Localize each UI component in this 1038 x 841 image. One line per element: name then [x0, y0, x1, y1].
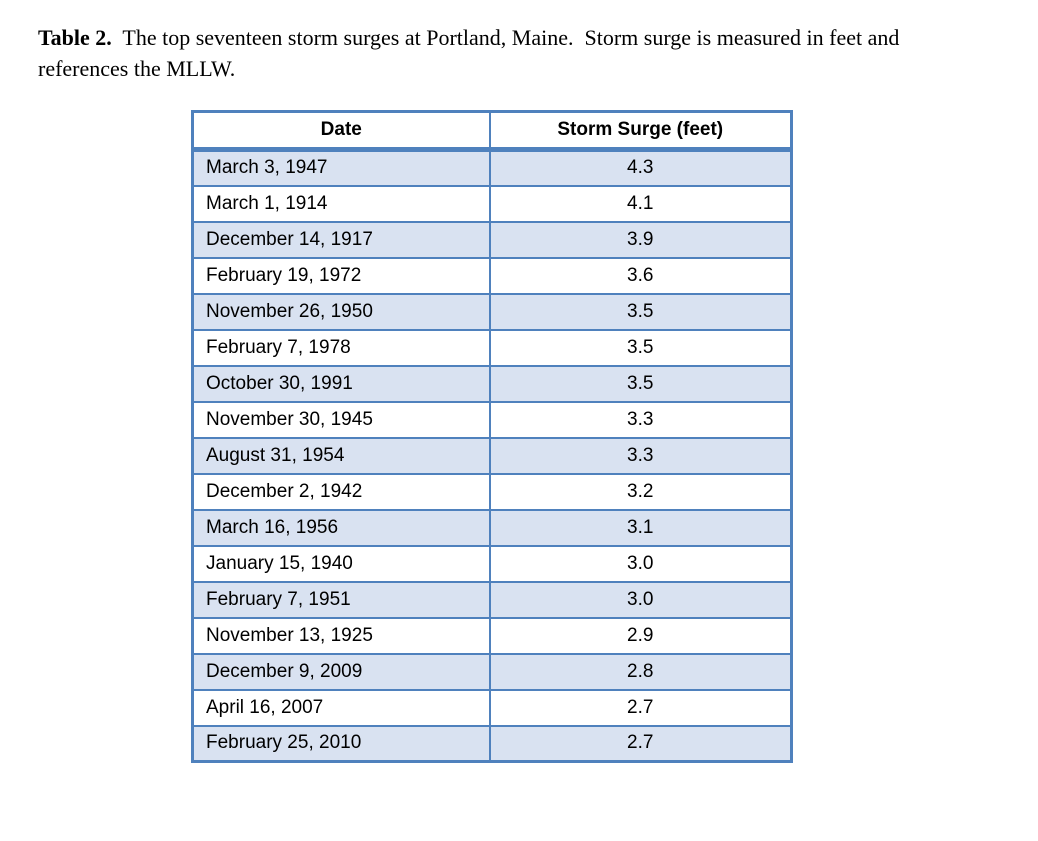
surge-cell: 4.3 — [488, 148, 793, 187]
table-row: August 31, 1954 3.3 — [191, 436, 793, 475]
surge-cell: 2.9 — [488, 616, 793, 655]
date-cell: August 31, 1954 — [191, 436, 491, 475]
table-row: February 25, 2010 2.7 — [191, 724, 793, 763]
surge-cell: 2.8 — [488, 652, 793, 691]
date-cell: March 3, 1947 — [191, 148, 491, 187]
table-row: March 16, 1956 3.1 — [191, 508, 793, 547]
table-caption-text: The top seventeen storm surges at Portla… — [38, 25, 905, 82]
date-cell: December 9, 2009 — [191, 652, 491, 691]
date-cell: January 15, 1940 — [191, 544, 491, 583]
surge-cell: 4.1 — [488, 184, 793, 223]
storm-surge-table: Date Storm Surge (feet) March 3, 1947 4.3… — [191, 110, 793, 763]
table-row: November 26, 1950 3.5 — [191, 292, 793, 331]
surge-cell: 3.0 — [488, 580, 793, 619]
date-cell: December 14, 1917 — [191, 220, 491, 259]
table-row: November 13, 1925 2.9 — [191, 616, 793, 655]
table-row: February 7, 1978 3.5 — [191, 328, 793, 367]
date-cell: March 16, 1956 — [191, 508, 491, 547]
date-cell: March 1, 1914 — [191, 184, 491, 223]
table-header-row: Date Storm Surge (feet) — [191, 110, 793, 152]
surge-cell: 3.9 — [488, 220, 793, 259]
table-caption: Table 2. The top seventeen storm surges … — [38, 22, 963, 84]
table-row: October 30, 1991 3.5 — [191, 364, 793, 403]
date-cell: February 25, 2010 — [191, 724, 491, 763]
table-row: November 30, 1945 3.3 — [191, 400, 793, 439]
date-cell: November 26, 1950 — [191, 292, 491, 331]
date-cell: February 7, 1978 — [191, 328, 491, 367]
table-row: February 7, 1951 3.0 — [191, 580, 793, 619]
surge-cell: 2.7 — [488, 724, 793, 763]
table-row: March 3, 1947 4.3 — [191, 148, 793, 187]
date-cell: October 30, 1991 — [191, 364, 491, 403]
surge-cell: 3.3 — [488, 400, 793, 439]
table-row: April 16, 2007 2.7 — [191, 688, 793, 727]
table-row: December 2, 1942 3.2 — [191, 472, 793, 511]
date-cell: December 2, 1942 — [191, 472, 491, 511]
surge-cell: 3.6 — [488, 256, 793, 295]
date-cell: February 19, 1972 — [191, 256, 491, 295]
date-cell: November 30, 1945 — [191, 400, 491, 439]
surge-cell: 3.5 — [488, 328, 793, 367]
column-header-date: Date — [191, 110, 491, 152]
table-row: December 9, 2009 2.8 — [191, 652, 793, 691]
table-body: March 3, 1947 4.3 March 1, 1914 4.1 December… — [191, 148, 793, 763]
surge-cell: 3.0 — [488, 544, 793, 583]
surge-cell: 3.1 — [488, 508, 793, 547]
date-cell: February 7, 1951 — [191, 580, 491, 619]
date-cell: November 13, 1925 — [191, 616, 491, 655]
surge-cell: 3.5 — [488, 292, 793, 331]
table-row: March 1, 1914 4.1 — [191, 184, 793, 223]
table-row: December 14, 1917 3.9 — [191, 220, 793, 259]
date-cell: April 16, 2007 — [191, 688, 491, 727]
table-caption-label: Table 2. — [38, 25, 112, 50]
column-header-storm-surge: Storm Surge (feet) — [488, 110, 793, 152]
surge-cell: 3.5 — [488, 364, 793, 403]
table-row: February 19, 1972 3.6 — [191, 256, 793, 295]
surge-cell: 3.3 — [488, 436, 793, 475]
surge-cell: 2.7 — [488, 688, 793, 727]
surge-cell: 3.2 — [488, 472, 793, 511]
table-row: January 15, 1940 3.0 — [191, 544, 793, 583]
